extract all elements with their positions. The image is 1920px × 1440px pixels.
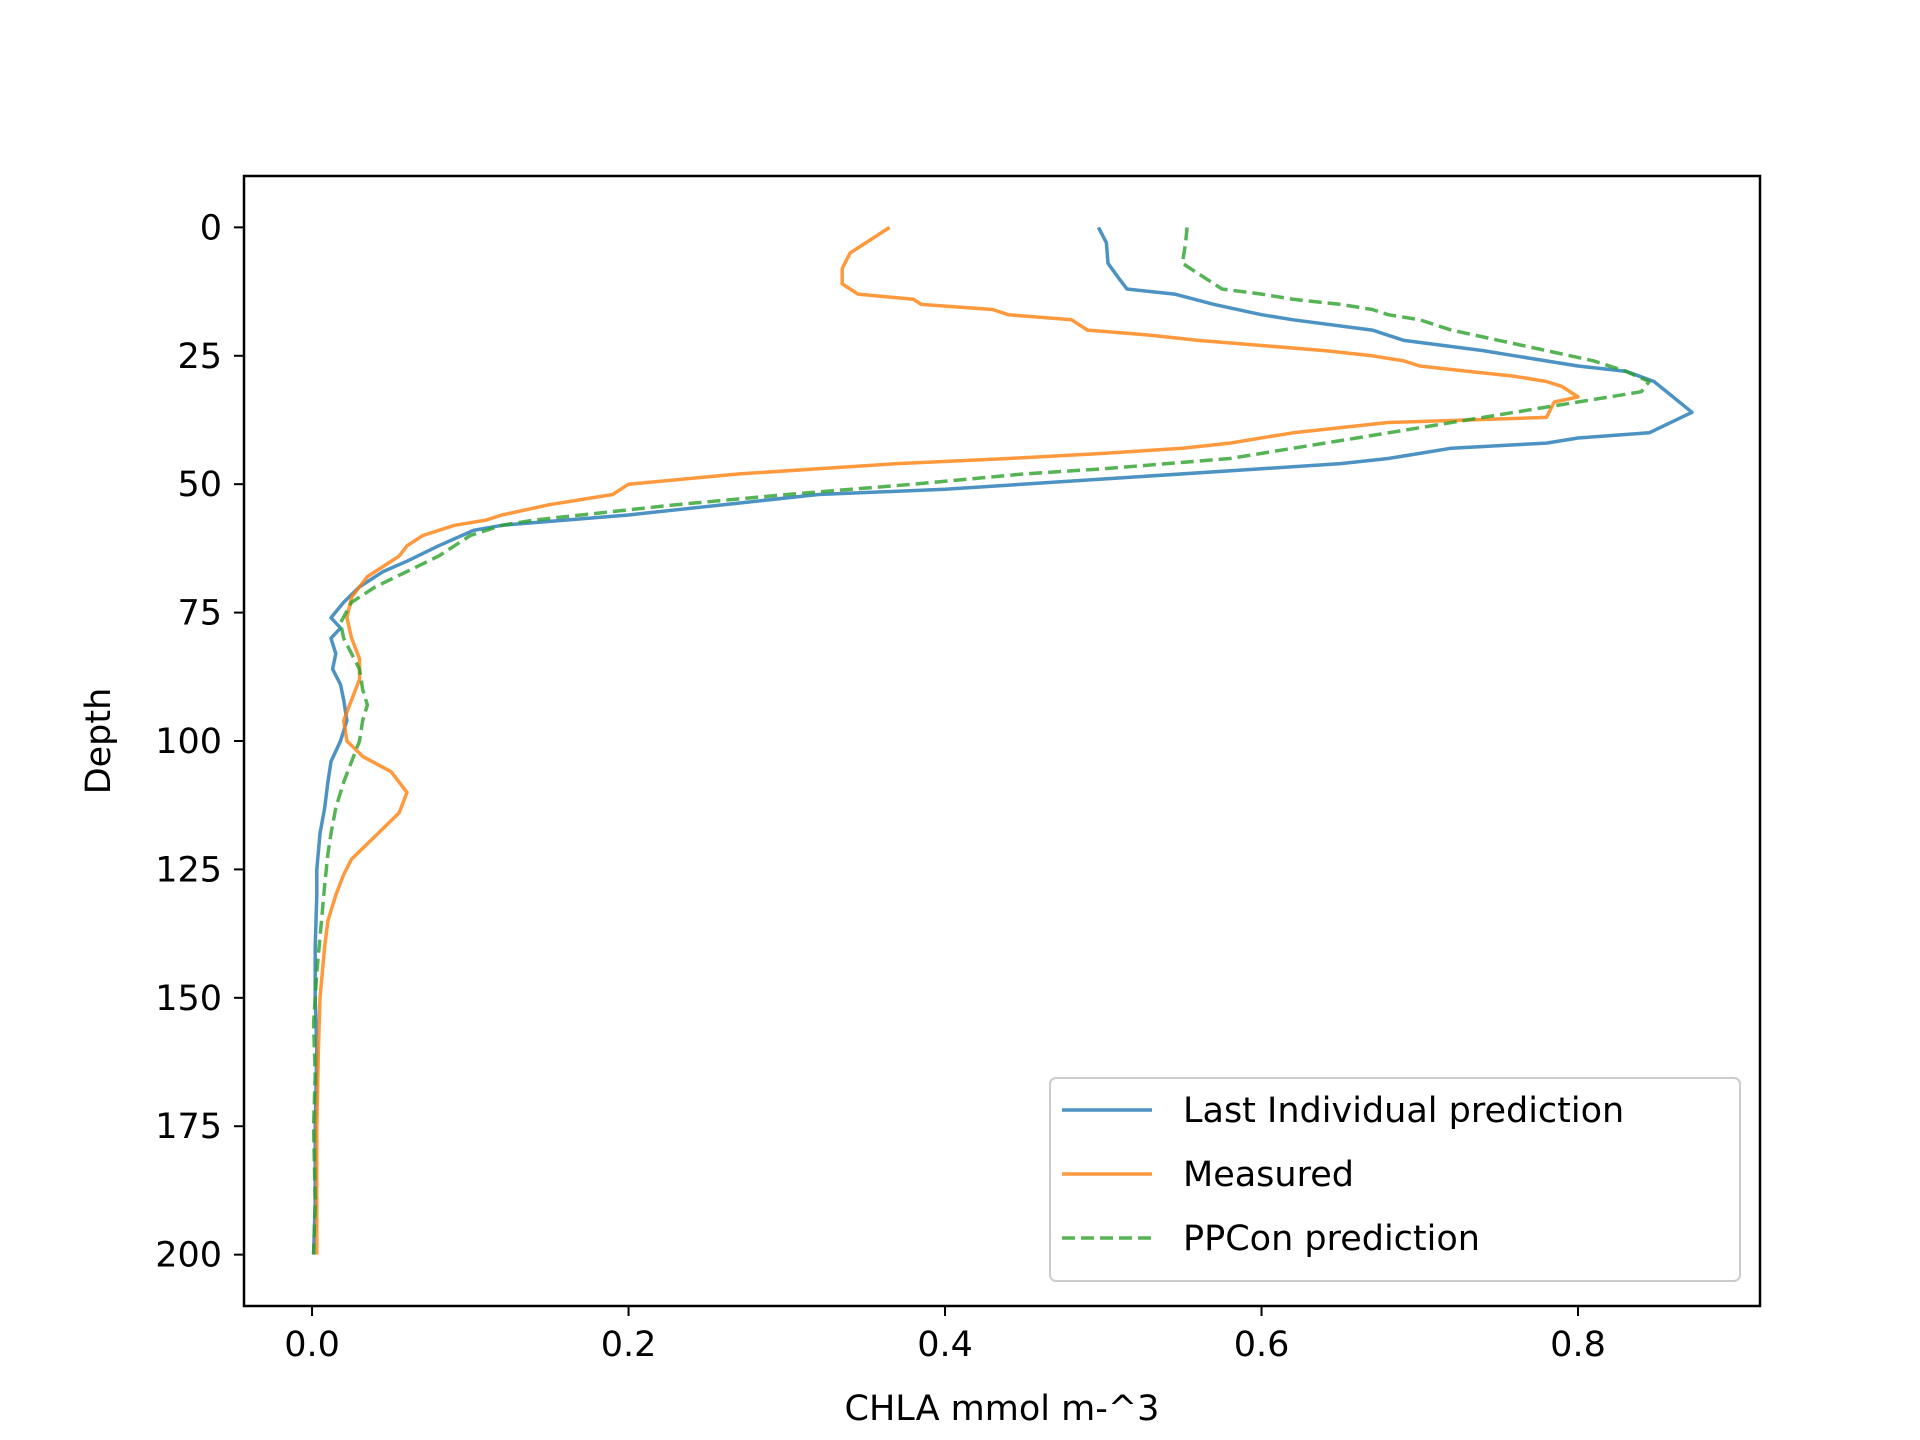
y-tick-label: 25 [177, 337, 222, 377]
y-tick-label: 0 [200, 208, 222, 248]
x-axis-title: CHLA mmol m-^3 [845, 1389, 1160, 1429]
y-tick-label: 100 [155, 722, 222, 762]
y-tick-label: 75 [177, 594, 222, 634]
legend-label: Last Individual prediction [1183, 1091, 1624, 1131]
legend: Last Individual prediction Measured PPCo… [1049, 1077, 1741, 1282]
legend-box [1049, 1077, 1741, 1282]
legend-item-ppcon: PPCon prediction [1062, 1219, 1480, 1259]
y-axis-title: Depth [79, 688, 119, 795]
series-line-last-individual-prediction [311, 226, 1694, 1255]
y-axis: 0 25 50 75 100 125 150 175 200 [155, 208, 244, 1276]
y-tick-label: 175 [155, 1107, 222, 1147]
x-tick-label: 0.4 [917, 1325, 973, 1365]
x-tick-label: 0.2 [601, 1325, 657, 1365]
legend-label: Measured [1183, 1155, 1354, 1195]
x-tick-label: 0.0 [284, 1325, 340, 1365]
x-axis: 0.0 0.2 0.4 0.6 0.8 [284, 1306, 1606, 1365]
x-tick-label: 0.6 [1234, 1325, 1290, 1365]
y-tick-label: 125 [155, 850, 222, 890]
legend-label: PPCon prediction [1183, 1219, 1480, 1259]
y-tick-label: 50 [177, 465, 222, 505]
series-line-measured [315, 225, 1580, 1255]
legend-item-measured: Measured [1062, 1155, 1354, 1195]
plot-area [311, 225, 1694, 1255]
series-line-ppcon-prediction [311, 227, 1651, 1255]
y-tick-label: 150 [155, 979, 222, 1019]
legend-item-last-individual: Last Individual prediction [1062, 1091, 1624, 1131]
y-tick-label: 200 [155, 1236, 222, 1276]
x-tick-label: 0.8 [1550, 1325, 1606, 1365]
